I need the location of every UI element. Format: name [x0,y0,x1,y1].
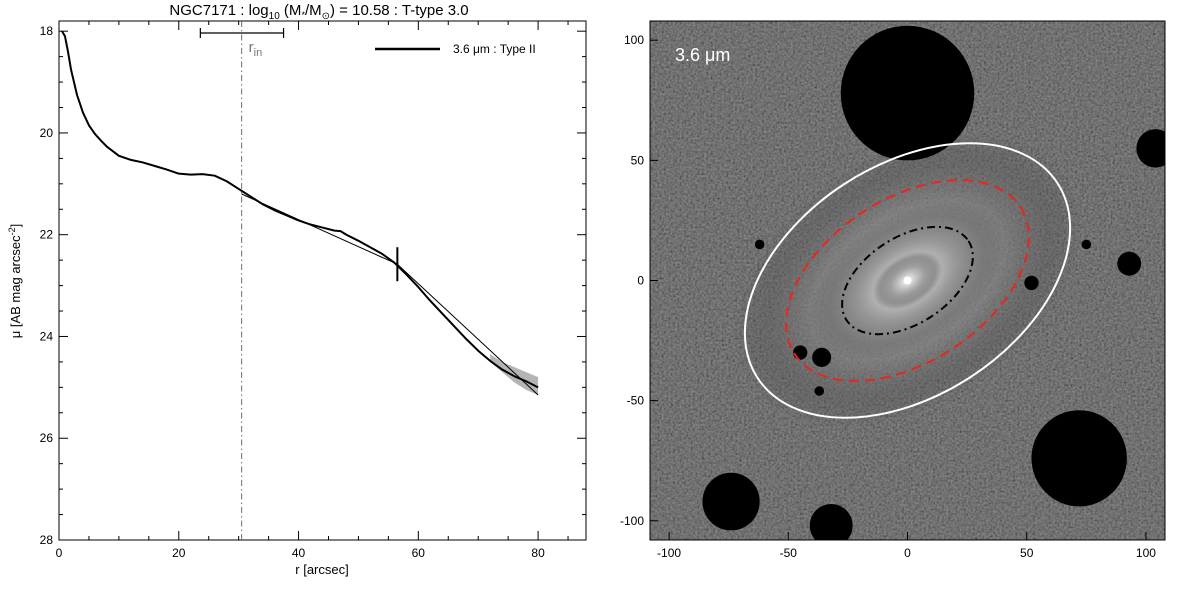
outer-disc-fit-line [397,263,539,396]
masked-source [793,345,808,360]
legend-label: 3.6 μm : Type II [453,42,536,56]
masked-source [809,503,853,540]
inner-radius-label: rin [249,39,263,59]
x-tick-label: 0 [904,546,911,560]
profile-series-line [61,30,539,389]
masked-source [812,347,832,367]
y-tick-label: 100 [624,33,644,47]
error-band [490,354,539,395]
galaxy-image-panel: 3.6 μm -100 -50 0 50 100 -100 -50 0 50 100 [620,20,1166,560]
x-tick-label: 80 [531,546,545,560]
outer-isophote-ellipse [743,142,1072,419]
x-tick-label: 100 [1136,546,1156,560]
x-tick-label: 40 [292,546,306,560]
break-radius-ellipse [785,179,1030,382]
y-tick-label: 22 [40,228,54,242]
y-tick-label: 24 [40,329,54,343]
x-axis-label: r [arcsec] [295,562,348,577]
inner-radius-range-bar [199,28,285,38]
x-tick-label: -100 [657,546,681,560]
masked-source [1031,410,1127,507]
masked-source [814,386,825,396]
figure-title: NGC7171 : log10 (M*/M⊙) = 10.58 : T-type… [169,2,468,22]
y-tick-label: 28 [40,533,54,547]
image-band-label: 3.6 μm [675,45,730,65]
masked-source [840,25,975,161]
y-tick-label: 18 [40,24,54,38]
y-tick-label: -100 [620,514,644,528]
surface-brightness-profile-panel: rin 3.6 μm : Type II 0 20 40 60 80 18 20 22 24 2… [7,20,587,577]
y-axis-label: μ [AB mag arcsec-2] [7,224,23,339]
y-tick-label: 26 [40,431,54,445]
inner-radius-ellipse [841,225,974,336]
masked-source [702,472,760,531]
x-tick-label: 50 [1020,546,1034,560]
x-tick-label: 20 [172,546,186,560]
x-tick-label: 0 [56,546,63,560]
masked-source [1081,239,1092,250]
y-tick-label: 20 [40,126,54,140]
plot-frame [58,20,587,541]
y-tick-label: 0 [637,274,644,288]
x-tick-label: -50 [780,546,798,560]
masked-source [754,239,765,250]
y-tick-label: 50 [631,153,645,167]
galaxy-nucleus [903,276,912,285]
galaxy-image [650,21,1165,540]
masked-source [1024,275,1039,291]
y-tick-label: -50 [627,394,645,408]
masked-source [1117,251,1142,276]
masked-source [1136,129,1165,168]
legend: 3.6 μm : Type II [375,42,536,56]
x-tick-label: 60 [412,546,426,560]
